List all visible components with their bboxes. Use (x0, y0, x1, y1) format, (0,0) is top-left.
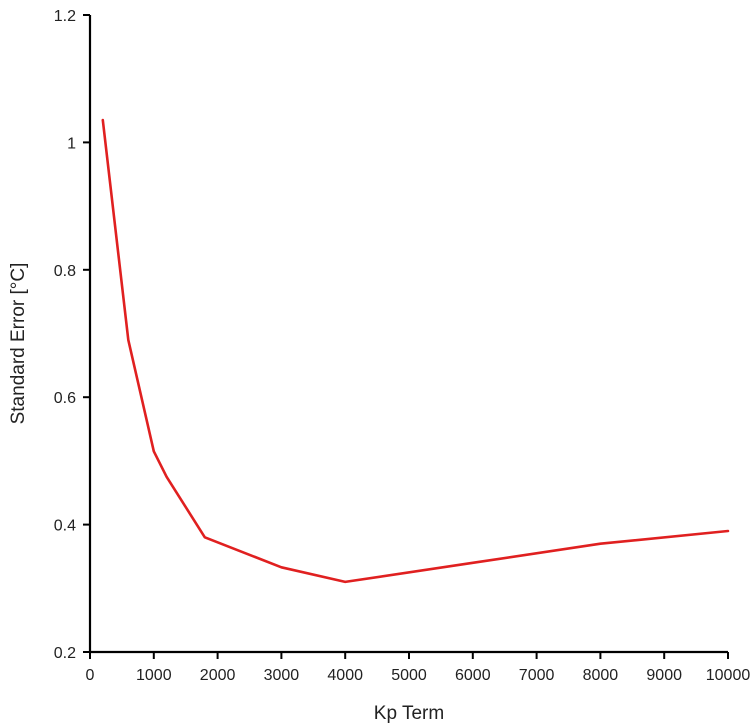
y-axis-label: Standard Error [°C] (8, 263, 29, 425)
x-tick-label: 6000 (455, 667, 491, 684)
y-tick-label: 1.2 (54, 8, 76, 25)
x-axis-label: Kp Term (374, 703, 444, 724)
x-ticks: 0 1000 2000 3000 4000 5000 6000 7000 8000 9000 100… (86, 652, 751, 684)
x-tick-label: 9000 (646, 667, 682, 684)
axes (88, 15, 728, 654)
x-tick-label: 2000 (200, 667, 236, 684)
x-tick-label: 4000 (327, 667, 363, 684)
x-tick-label: 10000 (706, 667, 751, 684)
y-tick-label: 0.4 (54, 518, 76, 535)
series-layer (101, 118, 730, 584)
y-tick-label: 0.8 (54, 263, 76, 280)
series-line (101, 118, 730, 584)
x-tick-label: 0 (86, 667, 95, 684)
y-ticks: 0.2 0.4 0.6 0.8 1 1.2 (54, 8, 90, 662)
y-tick-label: 0.2 (54, 645, 76, 662)
x-tick-label: 5000 (391, 667, 427, 684)
x-tick-label: 7000 (519, 667, 555, 684)
x-tick-label: 8000 (583, 667, 619, 684)
x-tick-label: 1000 (136, 667, 172, 684)
y-tick-label: 1 (67, 135, 76, 152)
y-tick-label: 0.6 (54, 390, 76, 407)
x-tick-label: 3000 (264, 667, 300, 684)
